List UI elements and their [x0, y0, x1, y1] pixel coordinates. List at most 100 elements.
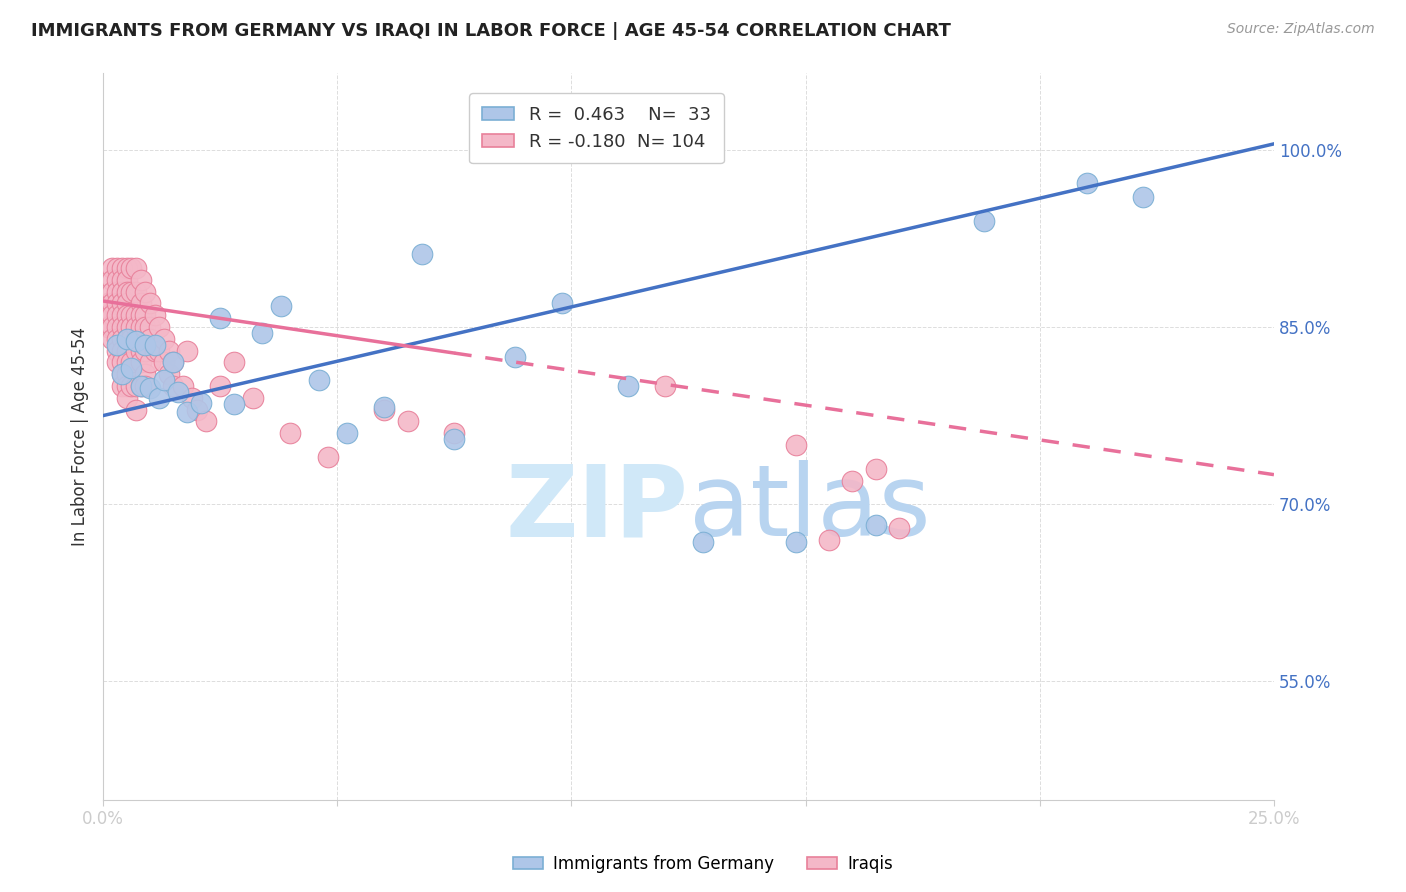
- Point: [111, 355, 134, 369]
- Point: [129, 379, 152, 393]
- Point: [129, 273, 152, 287]
- Point: [411, 246, 433, 260]
- Point: [120, 355, 142, 369]
- Point: [111, 296, 134, 310]
- Point: [115, 285, 138, 299]
- Point: [818, 533, 841, 547]
- Legend: Immigrants from Germany, Iraqis: Immigrants from Germany, Iraqis: [506, 848, 900, 880]
- Text: IMMIGRANTS FROM GERMANY VS IRAQI IN LABOR FORCE | AGE 45-54 CORRELATION CHART: IMMIGRANTS FROM GERMANY VS IRAQI IN LABO…: [31, 22, 950, 40]
- Point: [125, 343, 148, 358]
- Point: [111, 273, 134, 287]
- Point: [139, 355, 162, 369]
- Point: [153, 355, 176, 369]
- Point: [134, 308, 156, 322]
- Point: [125, 320, 148, 334]
- Point: [785, 535, 807, 549]
- Point: [242, 391, 264, 405]
- Point: [115, 260, 138, 275]
- Point: [120, 260, 142, 275]
- Point: [105, 285, 128, 299]
- Point: [105, 337, 128, 351]
- Point: [105, 296, 128, 310]
- Point: [125, 332, 148, 346]
- Point: [101, 320, 124, 334]
- Point: [134, 379, 156, 393]
- Point: [785, 438, 807, 452]
- Point: [129, 332, 152, 346]
- Point: [111, 332, 134, 346]
- Point: [134, 320, 156, 334]
- Point: [157, 343, 180, 358]
- Point: [176, 405, 198, 419]
- Point: [129, 308, 152, 322]
- Point: [120, 379, 142, 393]
- Point: [316, 450, 339, 464]
- Point: [139, 381, 162, 395]
- Legend: R =  0.463    N=  33, R = -0.180  N= 104: R = 0.463 N= 33, R = -0.180 N= 104: [470, 93, 724, 163]
- Point: [101, 285, 124, 299]
- Point: [129, 320, 152, 334]
- Point: [120, 320, 142, 334]
- Point: [139, 320, 162, 334]
- Point: [120, 361, 142, 376]
- Point: [111, 260, 134, 275]
- Point: [125, 260, 148, 275]
- Point: [105, 320, 128, 334]
- Point: [115, 368, 138, 382]
- Point: [176, 343, 198, 358]
- Point: [129, 355, 152, 369]
- Point: [865, 461, 887, 475]
- Point: [115, 343, 138, 358]
- Point: [139, 296, 162, 310]
- Text: Source: ZipAtlas.com: Source: ZipAtlas.com: [1227, 22, 1375, 37]
- Point: [97, 320, 120, 334]
- Point: [153, 332, 176, 346]
- Point: [134, 285, 156, 299]
- Point: [111, 368, 134, 382]
- Point: [115, 391, 138, 405]
- Point: [443, 426, 465, 441]
- Point: [143, 308, 166, 322]
- Point: [373, 402, 395, 417]
- Point: [115, 273, 138, 287]
- Point: [129, 296, 152, 310]
- Point: [120, 285, 142, 299]
- Point: [105, 308, 128, 322]
- Point: [105, 332, 128, 346]
- Point: [101, 308, 124, 322]
- Point: [654, 379, 676, 393]
- Point: [252, 326, 274, 340]
- Point: [97, 308, 120, 322]
- Point: [105, 273, 128, 287]
- Point: [551, 296, 574, 310]
- Point: [396, 415, 419, 429]
- Point: [162, 355, 184, 369]
- Point: [167, 384, 190, 399]
- Point: [692, 535, 714, 549]
- Point: [143, 337, 166, 351]
- Text: atlas: atlas: [689, 460, 931, 558]
- Point: [172, 379, 194, 393]
- Point: [1076, 176, 1098, 190]
- Point: [616, 379, 638, 393]
- Point: [101, 273, 124, 287]
- Point: [443, 432, 465, 446]
- Point: [153, 373, 176, 387]
- Point: [186, 402, 208, 417]
- Point: [270, 299, 292, 313]
- Point: [134, 368, 156, 382]
- Point: [841, 474, 863, 488]
- Point: [190, 395, 212, 409]
- Point: [115, 308, 138, 322]
- Point: [101, 296, 124, 310]
- Point: [134, 343, 156, 358]
- Point: [129, 379, 152, 393]
- Point: [162, 379, 184, 393]
- Point: [115, 379, 138, 393]
- Text: ZIP: ZIP: [506, 460, 689, 558]
- Point: [115, 332, 138, 346]
- Point: [97, 296, 120, 310]
- Point: [224, 397, 246, 411]
- Point: [125, 334, 148, 348]
- Point: [148, 343, 170, 358]
